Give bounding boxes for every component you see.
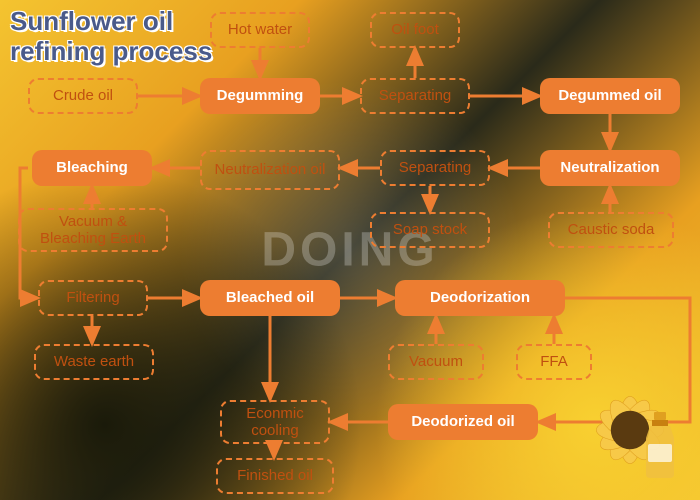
node-vacearth: Vacuum & Bleaching Earth	[18, 208, 168, 252]
node-degumming: Degumming	[200, 78, 320, 114]
node-filtering: Filtering	[38, 280, 148, 316]
node-finished: Finished oil	[216, 458, 334, 494]
node-crude: Crude oil	[28, 78, 138, 114]
node-sep2: Separating	[380, 150, 490, 186]
node-waste: Waste earth	[34, 344, 154, 380]
title-line1: Sunflower oil	[10, 6, 173, 37]
node-deooil: Deodorized oil	[388, 404, 538, 440]
title-line2: refining process	[10, 36, 212, 67]
node-bleached: Bleached oil	[200, 280, 340, 316]
node-oilfoot: Oil foot	[370, 12, 460, 48]
node-caustic: Caustic soda	[548, 212, 674, 248]
node-degummed: Degummed oil	[540, 78, 680, 114]
node-econcool: Econmic cooling	[220, 400, 330, 444]
node-vacuum: Vacuum	[388, 344, 484, 380]
node-soap: Soap stock	[370, 212, 490, 248]
node-neutral: Neutralization	[540, 150, 680, 186]
node-hotwater: Hot water	[210, 12, 310, 48]
node-bleaching: Bleaching	[32, 150, 152, 186]
oil-bottle-decoration	[640, 410, 680, 480]
node-deodor: Deodorization	[395, 280, 565, 316]
node-sep1: Separating	[360, 78, 470, 114]
node-neutoil: Neutralization oil	[200, 150, 340, 190]
